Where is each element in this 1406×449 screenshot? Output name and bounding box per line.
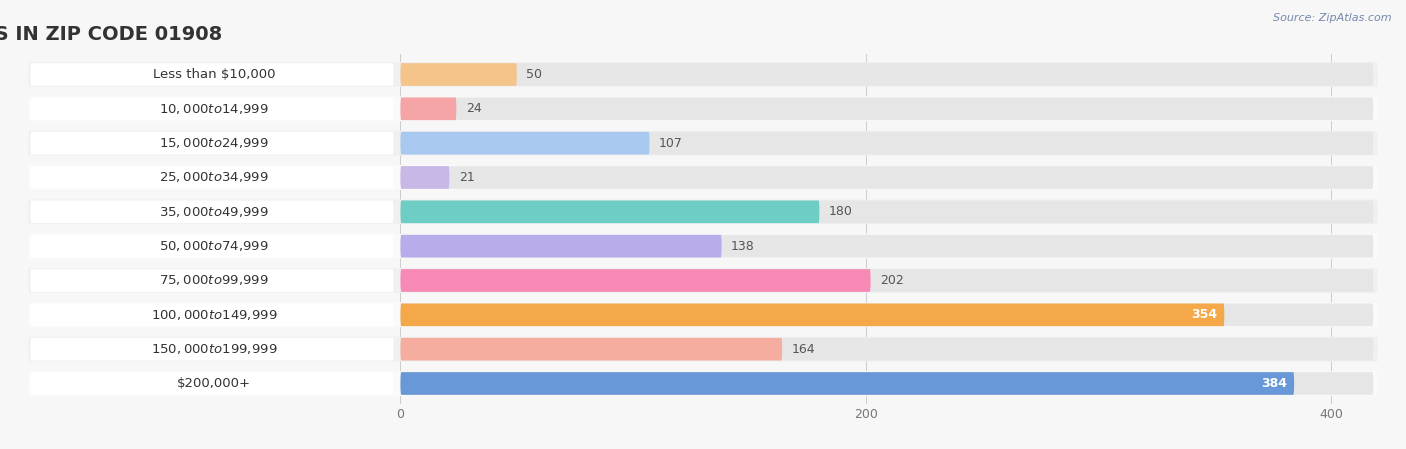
Text: $100,000 to $149,999: $100,000 to $149,999 xyxy=(150,308,277,322)
FancyBboxPatch shape xyxy=(28,165,1378,190)
FancyBboxPatch shape xyxy=(28,337,1378,361)
FancyBboxPatch shape xyxy=(31,235,394,257)
Text: $25,000 to $34,999: $25,000 to $34,999 xyxy=(159,171,269,185)
FancyBboxPatch shape xyxy=(401,338,782,361)
FancyBboxPatch shape xyxy=(31,97,394,120)
FancyBboxPatch shape xyxy=(31,304,394,326)
FancyBboxPatch shape xyxy=(401,132,650,154)
FancyBboxPatch shape xyxy=(31,201,394,223)
Text: $200,000+: $200,000+ xyxy=(177,377,252,390)
FancyBboxPatch shape xyxy=(28,371,1378,396)
Text: $150,000 to $199,999: $150,000 to $199,999 xyxy=(150,342,277,356)
FancyBboxPatch shape xyxy=(401,132,1374,154)
Text: $75,000 to $99,999: $75,000 to $99,999 xyxy=(159,273,269,287)
FancyBboxPatch shape xyxy=(401,304,1225,326)
FancyBboxPatch shape xyxy=(31,166,394,189)
FancyBboxPatch shape xyxy=(28,303,1378,327)
FancyBboxPatch shape xyxy=(401,63,1374,86)
Text: 50: 50 xyxy=(526,68,543,81)
Text: $35,000 to $49,999: $35,000 to $49,999 xyxy=(159,205,269,219)
Text: $15,000 to $24,999: $15,000 to $24,999 xyxy=(159,136,269,150)
Text: 180: 180 xyxy=(828,205,852,218)
FancyBboxPatch shape xyxy=(31,338,394,361)
FancyBboxPatch shape xyxy=(401,166,1374,189)
FancyBboxPatch shape xyxy=(401,201,820,223)
FancyBboxPatch shape xyxy=(401,338,1374,361)
FancyBboxPatch shape xyxy=(401,235,721,257)
Text: 202: 202 xyxy=(880,274,904,287)
FancyBboxPatch shape xyxy=(28,131,1378,155)
FancyBboxPatch shape xyxy=(401,97,457,120)
FancyBboxPatch shape xyxy=(28,234,1378,259)
FancyBboxPatch shape xyxy=(401,166,450,189)
FancyBboxPatch shape xyxy=(401,372,1294,395)
Text: 138: 138 xyxy=(731,240,755,253)
FancyBboxPatch shape xyxy=(401,269,1374,292)
Text: 354: 354 xyxy=(1191,308,1218,321)
FancyBboxPatch shape xyxy=(401,269,870,292)
FancyBboxPatch shape xyxy=(31,132,394,154)
FancyBboxPatch shape xyxy=(31,372,394,395)
FancyBboxPatch shape xyxy=(401,304,1374,326)
Text: 107: 107 xyxy=(659,136,683,150)
FancyBboxPatch shape xyxy=(401,372,1374,395)
Text: $10,000 to $14,999: $10,000 to $14,999 xyxy=(159,102,269,116)
FancyBboxPatch shape xyxy=(31,269,394,292)
FancyBboxPatch shape xyxy=(401,201,1374,223)
Text: $50,000 to $74,999: $50,000 to $74,999 xyxy=(159,239,269,253)
FancyBboxPatch shape xyxy=(31,63,394,86)
Text: HOUSEHOLD INCOME BRACKETS IN ZIP CODE 01908: HOUSEHOLD INCOME BRACKETS IN ZIP CODE 01… xyxy=(0,25,222,44)
Text: 384: 384 xyxy=(1261,377,1286,390)
Text: 164: 164 xyxy=(792,343,815,356)
FancyBboxPatch shape xyxy=(28,62,1378,87)
FancyBboxPatch shape xyxy=(28,268,1378,293)
FancyBboxPatch shape xyxy=(401,63,517,86)
FancyBboxPatch shape xyxy=(401,97,1374,120)
Text: Less than $10,000: Less than $10,000 xyxy=(153,68,276,81)
FancyBboxPatch shape xyxy=(401,235,1374,257)
Text: 24: 24 xyxy=(465,102,481,115)
FancyBboxPatch shape xyxy=(28,199,1378,224)
Text: 21: 21 xyxy=(458,171,474,184)
Text: Source: ZipAtlas.com: Source: ZipAtlas.com xyxy=(1274,13,1392,23)
FancyBboxPatch shape xyxy=(28,97,1378,121)
